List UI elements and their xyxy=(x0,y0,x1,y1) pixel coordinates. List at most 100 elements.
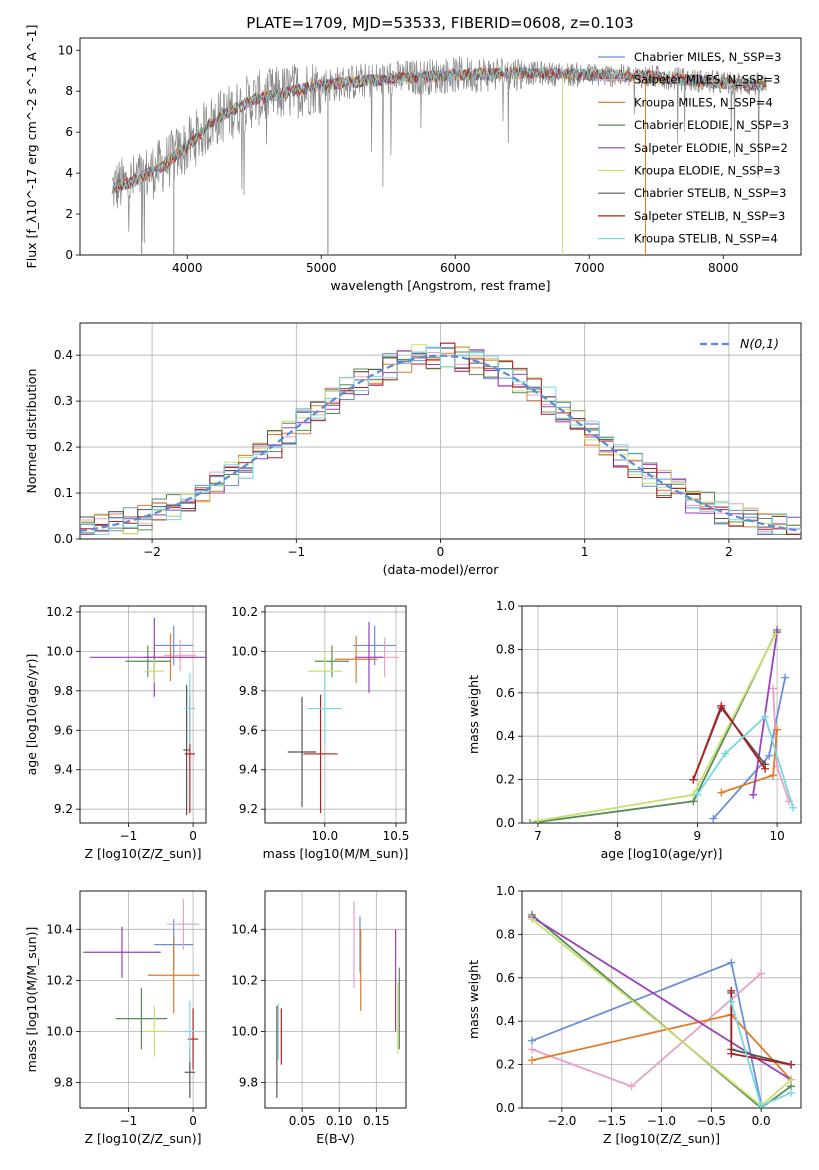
y-tick-label: 9.6 xyxy=(54,723,73,737)
y-tick-label: 9.8 xyxy=(239,684,258,698)
weight-marker xyxy=(727,986,736,995)
weight-marker xyxy=(727,1049,736,1058)
model-spectrum-7 xyxy=(111,66,767,194)
x-tick-label: 10.5 xyxy=(383,829,410,843)
y-tick-label: 0.0 xyxy=(496,816,515,830)
x-tick-label: 4000 xyxy=(172,261,203,275)
x-tick-label: 0 xyxy=(189,829,197,843)
legend-label-0: Chabrier MILES, N_SSP=3 xyxy=(634,50,781,64)
y-tick-label: 1.0 xyxy=(496,599,515,613)
x-axis-label: Z [log10(Z/Z_sun)] xyxy=(85,1131,202,1146)
legend-label-3: Chabrier ELODIE, N_SSP=3 xyxy=(634,118,789,132)
weight-marker xyxy=(765,751,774,760)
y-axis-label: mass weight xyxy=(466,960,481,1039)
y-tick-label: 2 xyxy=(65,207,73,221)
panel-weight-vs-age: 7 8 9 10 0.0 0.2 0.4 0.6 0.8 1.0 age [log10(age/yr… xyxy=(466,599,802,861)
axes-frame xyxy=(79,37,802,256)
weight-marker xyxy=(709,814,718,823)
legend-label-5: Kroupa ELODIE, N_SSP=3 xyxy=(634,164,780,178)
y-tick-label: 0.6 xyxy=(496,686,515,700)
model-spectrum-8 xyxy=(111,65,767,194)
axes-frame xyxy=(79,890,207,1109)
x-axis-label: mass [log10(M/M_sun)] xyxy=(263,846,409,861)
legend-label-2: Kroupa MILES, N_SSP=4 xyxy=(634,95,773,109)
y-tick-label: 9.4 xyxy=(239,763,258,777)
weight-line-3 xyxy=(531,914,792,1108)
weight-marker xyxy=(757,969,766,978)
figure-title: PLATE=1709, MJD=53533, FIBERID=0608, z=0… xyxy=(246,14,633,32)
axes-frame xyxy=(79,322,802,540)
y-tick-label: 10.4 xyxy=(231,922,258,936)
plot-area xyxy=(276,901,400,1098)
y-axis-label: mass weight xyxy=(466,675,481,754)
x-tick-label: 2 xyxy=(725,545,733,559)
weight-line-4 xyxy=(531,916,792,1081)
x-tick-label: 8000 xyxy=(708,261,739,275)
y-tick-label: 0.2 xyxy=(496,773,515,787)
weight-marker xyxy=(527,1036,536,1045)
y-tick-label: 0.4 xyxy=(496,729,515,743)
plot-area xyxy=(89,617,206,816)
weight-line-1 xyxy=(531,972,762,1088)
x-tick-label: −2.0 xyxy=(547,1114,576,1128)
weight-marker xyxy=(769,684,778,693)
y-tick-label: 6 xyxy=(65,125,73,139)
y-tick-label: 9.8 xyxy=(239,1075,258,1089)
weight-marker xyxy=(727,997,736,1006)
weight-line-7 xyxy=(692,703,766,780)
weight-marker xyxy=(525,819,534,823)
x-tick-label: −0.5 xyxy=(697,1114,726,1128)
y-tick-label: 10.4 xyxy=(46,922,73,936)
x-tick-label: 7 xyxy=(534,829,542,843)
legend-label-7: Salpeter STELIB, N_SSP=3 xyxy=(634,209,785,223)
legend-label-4: Salpeter ELODIE, N_SSP=2 xyxy=(634,141,788,155)
weight-marker xyxy=(717,701,726,710)
x-tick-label: 0.10 xyxy=(326,1114,353,1128)
y-tick-label: 0.8 xyxy=(496,927,515,941)
weight-marker xyxy=(773,725,782,734)
y-axis-label: age [log10(age/yr)] xyxy=(24,654,39,776)
y-tick-label: 10.2 xyxy=(231,973,258,987)
x-tick-label: 9 xyxy=(694,829,702,843)
legend-label-normal: N(0,1) xyxy=(740,336,779,351)
x-tick-label: 0 xyxy=(189,1114,197,1128)
y-tick-label: 9.6 xyxy=(239,723,258,737)
y-tick-label: 0.0 xyxy=(54,532,73,546)
weight-marker xyxy=(727,958,736,967)
x-tick-label: 0.15 xyxy=(363,1114,390,1128)
weight-line-5 xyxy=(537,633,777,822)
weight-marker xyxy=(761,764,770,773)
y-tick-label: 10.2 xyxy=(46,973,73,987)
axes-frame xyxy=(521,890,802,1109)
x-axis-label: age [log10(age/yr)] xyxy=(601,846,723,861)
y-axis-label: mass [log10(M/M_sun)] xyxy=(24,927,39,1073)
weight-line-8 xyxy=(696,715,794,809)
y-tick-label: 10 xyxy=(58,43,73,57)
panel-residuals: −2 −1 0 1 2 0.0 0.1 0.2 0.3 0.4 (data-model)/error… xyxy=(24,322,802,577)
weight-line-3 xyxy=(529,629,778,823)
x-tick-label: 1 xyxy=(581,545,589,559)
panel-mass-vs-ebv: 0.05 0.10 0.15 9.8 10.0 10.2 10.4 E(B-V) xyxy=(231,890,407,1146)
x-axis-label: wavelength [Angstrom, rest frame] xyxy=(330,278,550,293)
y-tick-label: 8 xyxy=(65,84,73,98)
panel-age-vs-z: −1 0 9.2 9.4 9.6 9.8 10.0 10.2 Z [log10(Z/Z_sun)… xyxy=(24,605,207,861)
weight-marker xyxy=(693,790,702,799)
panel-spectrum: 4000 5000 6000 7000 8000 0 2 4 6 8 10 wavelength [A… xyxy=(24,25,802,293)
weight-marker xyxy=(789,803,798,812)
x-tick-label: −2 xyxy=(143,545,161,559)
weight-marker xyxy=(787,1088,796,1097)
x-tick-label: −1 xyxy=(120,829,138,843)
weight-marker xyxy=(533,816,542,823)
axes-frame xyxy=(79,605,207,824)
plot-area xyxy=(287,621,399,814)
normal-curve xyxy=(80,354,801,532)
plot-area xyxy=(527,910,796,1108)
x-tick-label: −1 xyxy=(287,545,305,559)
y-tick-label: 0.1 xyxy=(54,486,73,500)
weight-marker xyxy=(527,1045,536,1054)
weight-marker xyxy=(771,630,780,639)
legend: Chabrier MILES, N_SSP=3 Salpeter MILES, N… xyxy=(598,50,789,246)
y-tick-label: 1.0 xyxy=(496,884,515,898)
y-tick-label: 0.2 xyxy=(54,440,73,454)
weight-marker xyxy=(787,1060,796,1069)
